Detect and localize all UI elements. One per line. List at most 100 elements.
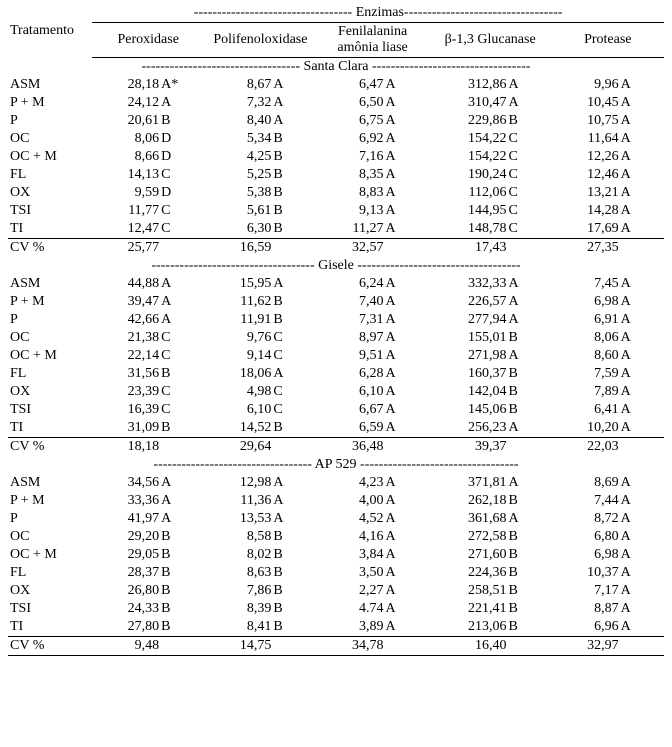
letter-cell: A: [386, 311, 429, 329]
letter-cell: A: [621, 492, 664, 510]
value-cell: 8,63: [204, 564, 273, 582]
treatment-cell: ASM: [8, 275, 92, 293]
value-cell: 4,00: [316, 492, 385, 510]
letter-cell: A: [273, 510, 316, 528]
letter-cell: B: [508, 365, 551, 383]
value-cell: 10,75: [552, 112, 621, 130]
value-cell: 312,86: [429, 76, 509, 94]
letter-cell: B: [508, 564, 551, 582]
value-cell: 8,06: [552, 329, 621, 347]
letter-cell: B: [273, 582, 316, 600]
letter-cell: A: [621, 293, 664, 311]
value-cell: 6,91: [552, 311, 621, 329]
value-cell: 6,10: [204, 401, 273, 419]
value-cell: 6,30: [204, 220, 273, 239]
value-cell: 11,64: [552, 130, 621, 148]
treatment-cell: FL: [8, 564, 92, 582]
value-cell: 144,95: [429, 202, 509, 220]
cv-letter-empty: [621, 239, 664, 258]
value-cell: 6,59: [316, 419, 385, 438]
letter-cell: A: [386, 148, 429, 166]
letter-cell: B: [161, 546, 204, 564]
letter-cell: B: [273, 311, 316, 329]
value-cell: 31,56: [92, 365, 161, 383]
letter-cell: A: [621, 112, 664, 130]
value-cell: 8,69: [552, 474, 621, 492]
cv-letter-empty: [386, 637, 429, 656]
value-cell: 9,76: [204, 329, 273, 347]
letter-cell: A: [386, 220, 429, 239]
cv-value: 25,77: [92, 239, 161, 258]
letter-cell: A: [621, 564, 664, 582]
cv-letter-empty: [386, 239, 429, 258]
table-row: OC + M22,14C9,14C9,51A271,98A8,60A: [8, 347, 664, 365]
letter-cell: A: [161, 474, 204, 492]
value-cell: 5,61: [204, 202, 273, 220]
letter-cell: A: [386, 130, 429, 148]
value-cell: 17,69: [552, 220, 621, 239]
letter-cell: A: [386, 94, 429, 112]
value-cell: 6,50: [316, 94, 385, 112]
enzymes-dash-left: ---------------------------------- Enzim…: [194, 5, 404, 20]
table-row: P41,97A13,53A4,52A361,68A8,72A: [8, 510, 664, 528]
letter-cell: D: [161, 130, 204, 148]
value-cell: 8,02: [204, 546, 273, 564]
letter-cell: A: [621, 383, 664, 401]
value-cell: 155,01: [429, 329, 509, 347]
treatment-cell: OC: [8, 528, 92, 546]
value-cell: 8,87: [552, 600, 621, 618]
letter-cell: A: [508, 311, 551, 329]
letter-cell: A: [386, 401, 429, 419]
letter-cell: A: [386, 184, 429, 202]
letter-cell: C: [161, 401, 204, 419]
cv-letter-empty: [161, 239, 204, 258]
letter-cell: C: [161, 166, 204, 184]
letter-cell: C: [508, 220, 551, 239]
value-cell: 11,77: [92, 202, 161, 220]
treatment-cell: TSI: [8, 600, 92, 618]
value-cell: 10,20: [552, 419, 621, 438]
table-row: OC + M8,66D4,25B7,16A154,22C12,26A: [8, 148, 664, 166]
value-cell: 13,53: [204, 510, 273, 528]
value-cell: 6,80: [552, 528, 621, 546]
cv-letter-empty: [273, 637, 316, 656]
value-cell: 154,22: [429, 130, 509, 148]
value-cell: 7,32: [204, 94, 273, 112]
cv-value: 32,97: [552, 637, 621, 656]
letter-cell: C: [161, 347, 204, 365]
letter-cell: B: [161, 564, 204, 582]
letter-cell: B: [273, 546, 316, 564]
letter-cell: B: [273, 220, 316, 239]
letter-cell: B: [273, 419, 316, 438]
letter-cell: D: [161, 148, 204, 166]
letter-cell: B: [508, 600, 551, 618]
value-cell: 9,59: [92, 184, 161, 202]
table-row: FL14,13C5,25B8,35A190,24C12,46A: [8, 166, 664, 184]
table-row: ASM44,88A15,95A6,24A332,33A7,45A: [8, 275, 664, 293]
letter-cell: A: [621, 419, 664, 438]
cv-letter-empty: [621, 637, 664, 656]
value-cell: 22,14: [92, 347, 161, 365]
letter-cell: B: [161, 582, 204, 600]
letter-cell: C: [161, 202, 204, 220]
value-cell: 6,10: [316, 383, 385, 401]
cv-value: 17,43: [429, 239, 509, 258]
letter-cell: A: [386, 329, 429, 347]
col-protease: Protease: [552, 23, 664, 58]
value-cell: 14,28: [552, 202, 621, 220]
letter-cell: A: [386, 112, 429, 130]
letter-cell: B: [508, 383, 551, 401]
treatment-cell: ASM: [8, 76, 92, 94]
value-cell: 8,40: [204, 112, 273, 130]
enzymes-dash-right: ----------------------------------: [404, 5, 563, 20]
letter-cell: A: [273, 112, 316, 130]
value-cell: 6,75: [316, 112, 385, 130]
letter-cell: A: [621, 166, 664, 184]
value-cell: 145,06: [429, 401, 509, 419]
letter-cell: A: [273, 275, 316, 293]
treatment-cell: OC: [8, 329, 92, 347]
treatment-cell: P: [8, 311, 92, 329]
letter-cell: A: [621, 474, 664, 492]
letter-cell: B: [508, 401, 551, 419]
table-row: P + M39,47A11,62B7,40A226,57A6,98A: [8, 293, 664, 311]
